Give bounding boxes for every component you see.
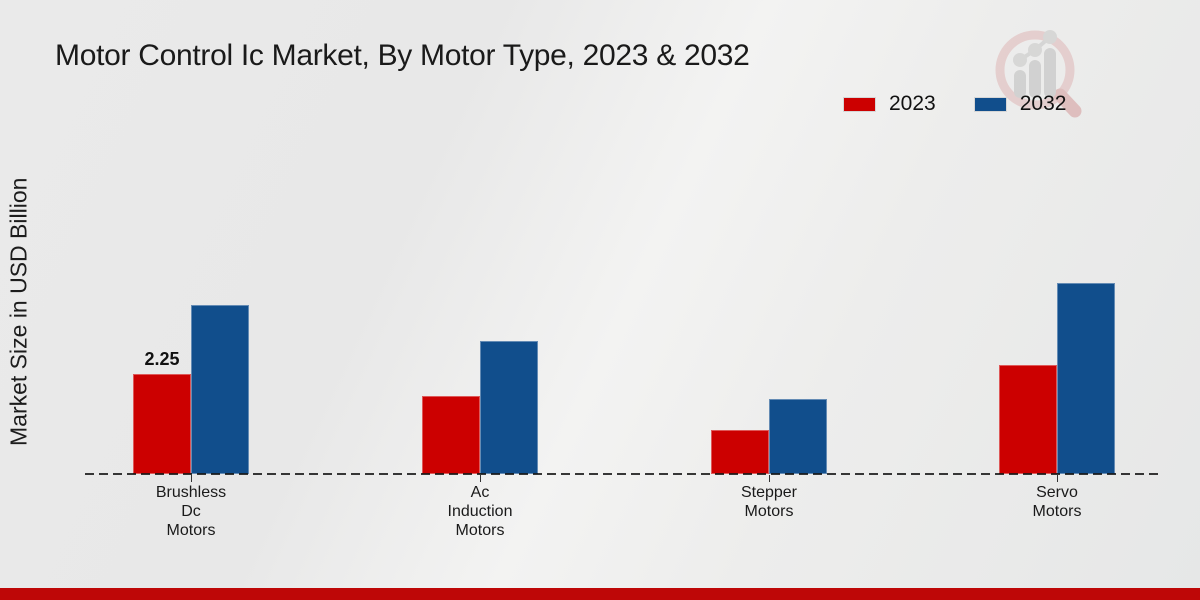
- legend-label-2023: 2023: [889, 92, 936, 115]
- bar-value-label: 2.25: [144, 349, 180, 370]
- x-axis-baseline: [85, 473, 1163, 475]
- bar-2032-category-1: [480, 340, 538, 474]
- x-axis-tick-1: [480, 475, 481, 482]
- footer-accent-bar: [0, 588, 1200, 600]
- bar-2032-category-2: [769, 398, 827, 474]
- legend-item-2023: 2023: [843, 92, 936, 116]
- legend-swatch-2023: [843, 96, 876, 112]
- legend-swatch-2032: [973, 96, 1007, 112]
- x-axis-tick-3: [1057, 475, 1058, 482]
- bar-2023-category-3: [999, 365, 1057, 474]
- legend: 2023 2032: [843, 92, 1066, 116]
- bar-2032-category-0: [191, 305, 249, 474]
- bar-2032-category-3: [1057, 283, 1115, 474]
- category-label-brushless-dc-motors: Brushless Dc Motors: [155, 484, 227, 539]
- category-label-ac-induction-motors: Ac Induction Motors: [447, 484, 513, 539]
- bar-2023-category-2: [711, 429, 769, 474]
- chart-title: Motor Control Ic Market, By Motor Type, …: [55, 39, 750, 72]
- bar-2023-category-1: [422, 396, 480, 474]
- legend-label-2032: 2032: [1019, 92, 1067, 115]
- magnifier-growth-chart-logo-icon: [995, 30, 1082, 118]
- x-axis-tick-0: [191, 475, 192, 482]
- legend-item-2032: 2032: [973, 92, 1067, 116]
- category-label-servo-motors: Servo Motors: [1032, 484, 1082, 520]
- x-axis-tick-2: [769, 475, 770, 482]
- category-label-stepper-motors: Stepper Motors: [740, 484, 798, 520]
- bar-2023-category-0: [133, 374, 191, 474]
